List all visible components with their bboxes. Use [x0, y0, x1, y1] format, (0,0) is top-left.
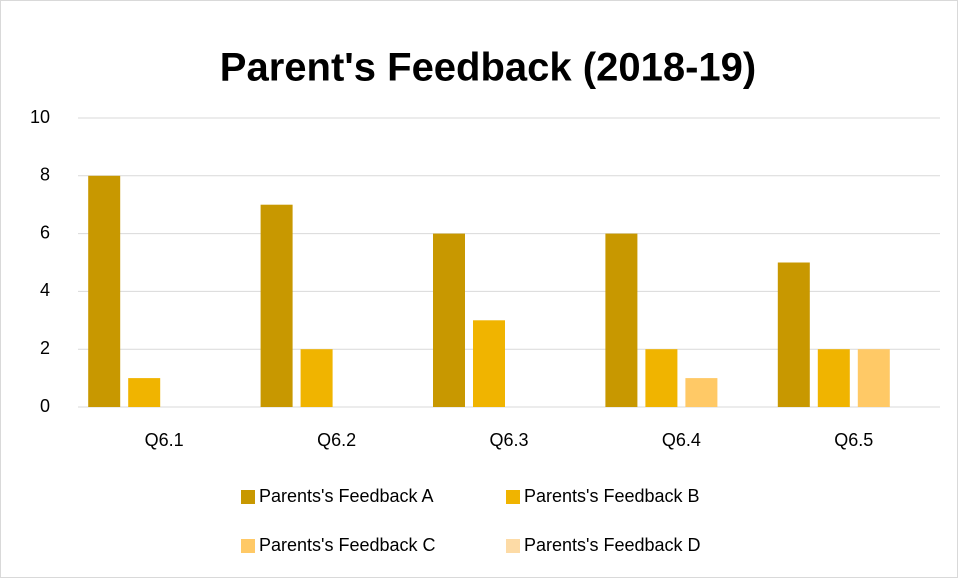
bar: [777, 262, 810, 407]
legend-label: Parents's Feedback A: [259, 486, 434, 506]
y-tick-label: 10: [30, 107, 50, 127]
legend-swatch: [506, 490, 520, 504]
x-tick-label: Q6.3: [489, 430, 528, 450]
chart-title: Parent's Feedback (2018-19): [220, 46, 756, 90]
legend-swatch: [241, 539, 255, 553]
bar: [685, 378, 718, 407]
bar: [857, 349, 890, 407]
x-tick-label: Q6.4: [662, 430, 701, 450]
y-tick-label: 0: [40, 396, 50, 416]
bar: [605, 233, 638, 407]
x-tick-label: Q6.5: [834, 430, 873, 450]
bar: [128, 378, 161, 407]
x-tick-label: Q6.2: [317, 430, 356, 450]
y-tick-label: 4: [40, 280, 50, 300]
bar: [645, 349, 678, 407]
y-tick-label: 2: [40, 338, 50, 358]
bar: [88, 175, 121, 407]
y-tick-label: 6: [40, 222, 50, 242]
legend-label: Parents's Feedback B: [524, 486, 700, 506]
legend-swatch: [241, 490, 255, 504]
x-tick-label: Q6.1: [145, 430, 184, 450]
legend-label: Parents's Feedback D: [524, 535, 701, 555]
y-tick-label: 8: [40, 165, 50, 185]
legend-swatch: [506, 539, 520, 553]
legend-label: Parents's Feedback C: [259, 535, 436, 555]
bar: [433, 233, 465, 407]
bar: [300, 349, 333, 407]
bar: [817, 349, 850, 407]
bar: [473, 320, 505, 407]
bar: [260, 204, 293, 407]
